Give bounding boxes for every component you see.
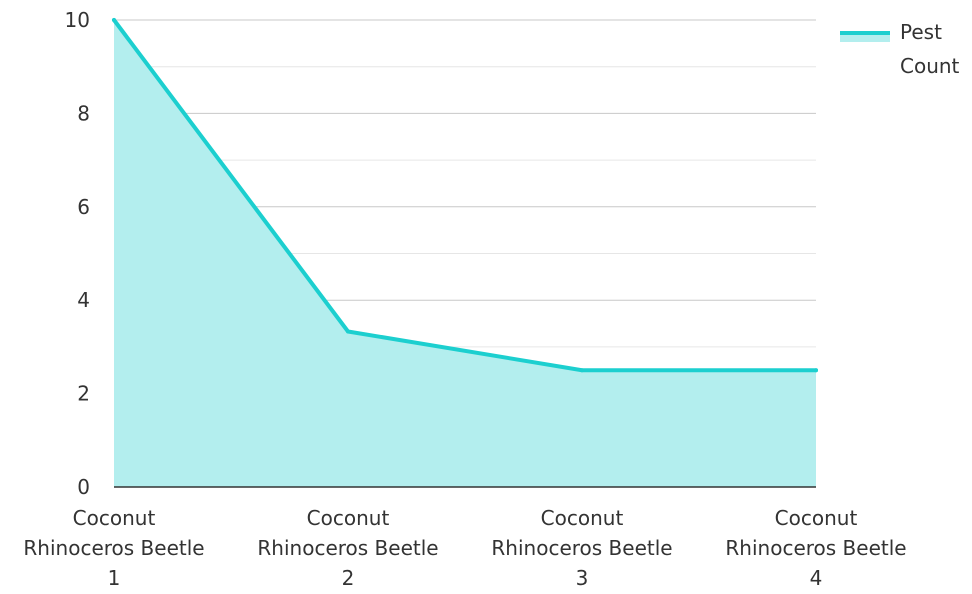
y-tick-label: 2 [77, 382, 90, 406]
x-tick-label-line: Rhinoceros Beetle [725, 536, 906, 560]
data-point[interactable] [814, 368, 818, 373]
x-tick-label-line: Coconut [541, 506, 624, 530]
x-axis-tick-labels: Coconut Rhinoceros Beetle 1 Coconut Rhinocer… [23, 506, 906, 590]
x-tick-label-line: 2 [342, 566, 355, 590]
y-axis-tick-labels: 0 2 4 6 8 10 [65, 8, 90, 499]
legend-label-line-2: Count [900, 54, 960, 78]
x-tick-label: Coconut Rhinoceros Beetle 1 [23, 506, 204, 590]
x-tick-label: Coconut Rhinoceros Beetle 3 [491, 506, 672, 590]
x-tick-label-line: Coconut [775, 506, 858, 530]
x-tick-label-line: 4 [810, 566, 823, 590]
x-tick-label: Coconut Rhinoceros Beetle 2 [257, 506, 438, 590]
y-tick-label: 4 [77, 288, 90, 312]
series-line [112, 18, 818, 373]
x-tick-label-line: Coconut [73, 506, 156, 530]
legend[interactable]: Pest Count [840, 20, 960, 78]
data-point[interactable] [112, 18, 116, 22]
y-tick-label: 8 [77, 101, 90, 125]
x-tick-label-line: 3 [576, 566, 589, 590]
y-tick-label: 10 [65, 8, 90, 32]
series-line-layer [112, 18, 818, 373]
x-tick-label: Coconut Rhinoceros Beetle 4 [725, 506, 906, 590]
x-tick-label-line: 1 [108, 566, 121, 590]
x-tick-label-line: Rhinoceros Beetle [23, 536, 204, 560]
x-tick-label-line: Coconut [307, 506, 390, 530]
x-tick-label-line: Rhinoceros Beetle [257, 536, 438, 560]
y-tick-label: 0 [77, 475, 90, 499]
data-point[interactable] [580, 368, 584, 373]
legend-swatch-fill [840, 31, 890, 42]
legend-label-line-1: Pest [900, 20, 942, 44]
y-tick-label: 6 [77, 195, 90, 219]
x-tick-label-line: Rhinoceros Beetle [491, 536, 672, 560]
data-point[interactable] [346, 329, 350, 334]
